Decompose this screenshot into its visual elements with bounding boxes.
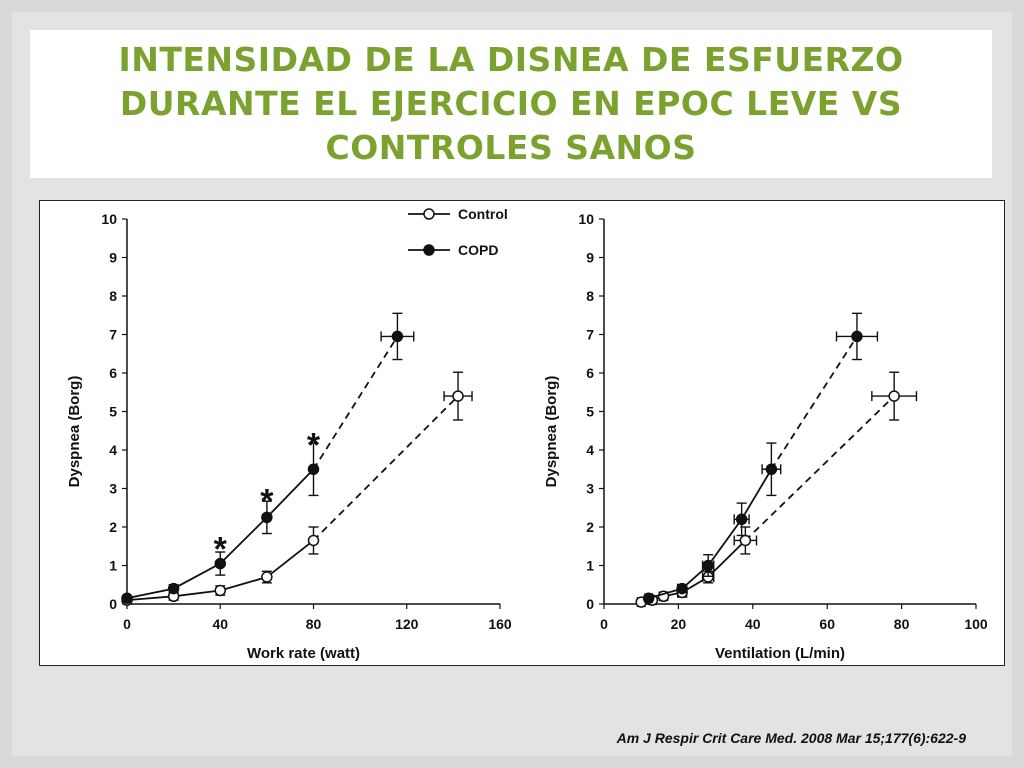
data-point-copd — [702, 559, 714, 572]
series-line-control — [641, 539, 746, 603]
y-tick-label: 0 — [109, 596, 117, 612]
y-tick-label: 0 — [586, 596, 594, 612]
slide-title: INTENSIDAD DE LA DISNEA DE ESFUERZO DURA… — [118, 40, 904, 167]
data-point-control — [307, 534, 320, 547]
y-tick-label: 1 — [586, 558, 594, 574]
x-tick-label: 40 — [212, 616, 228, 632]
legend-label: Control — [458, 206, 508, 222]
y-tick-label: 6 — [586, 365, 594, 381]
x-tick-label: 0 — [123, 616, 131, 632]
data-point-copd — [261, 511, 273, 524]
legend-marker — [423, 244, 435, 256]
series-dashed-control — [744, 395, 895, 542]
data-point-copd — [167, 582, 180, 595]
series-dashed-control — [312, 395, 459, 542]
y-axis-label: Dyspnea (Borg) — [543, 376, 560, 488]
data-point-control — [261, 571, 273, 583]
y-tick-label: 7 — [109, 327, 117, 343]
figure-panel: 0 1 2 3 4 5 6 7 8 9 10 0 40 80 120 160 Work rate (watt) D… — [39, 200, 1005, 666]
citation: Am J Respir Crit Care Med. 2008 Mar 15;1… — [616, 730, 966, 746]
title-box: INTENSIDAD DE LA DISNEA DE ESFUERZO DURA… — [30, 30, 992, 178]
chart-panel-1: 0 1 2 3 4 5 6 7 8 9 10 0 40 80 120 160 Work rate (watt) D… — [66, 206, 512, 662]
data-point-copd — [735, 513, 748, 526]
y-tick-label: 10 — [101, 211, 117, 227]
data-point-copd — [121, 592, 133, 604]
series-dashed-copd — [312, 335, 399, 470]
y-tick-label: 3 — [109, 481, 117, 497]
y-tick-label: 9 — [586, 250, 594, 266]
significance-asterisk: * — [260, 482, 274, 520]
x-tick-label: 20 — [671, 616, 687, 632]
data-point-copd — [851, 330, 863, 343]
series-dashed-copd — [770, 335, 858, 470]
y-tick-label: 8 — [109, 288, 117, 304]
data-point-control — [452, 390, 464, 402]
y-tick-label: 1 — [109, 558, 117, 574]
x-tick-label: 160 — [488, 616, 512, 632]
y-tick-label: 7 — [586, 327, 594, 343]
data-point-copd — [307, 463, 320, 475]
y-tick-label: 6 — [109, 365, 117, 381]
y-tick-label: 8 — [586, 288, 594, 304]
data-point-copd — [676, 582, 688, 595]
data-point-control — [214, 584, 226, 597]
y-tick-label: 4 — [109, 442, 117, 458]
x-tick-label: 80 — [894, 616, 910, 632]
significance-asterisk: * — [214, 530, 228, 568]
legend-marker — [423, 208, 435, 220]
data-point-copd — [765, 463, 778, 475]
x-axis-label: Ventilation (L/min) — [715, 645, 845, 662]
y-tick-label: 5 — [109, 404, 117, 420]
x-tick-label: 120 — [395, 616, 419, 632]
y-tick-label: 10 — [578, 211, 594, 227]
x-axis-label: Work rate (watt) — [247, 645, 360, 662]
data-point-control — [888, 390, 900, 402]
y-tick-label: 5 — [586, 404, 594, 420]
x-tick-label: 80 — [306, 616, 322, 632]
data-point-copd — [391, 330, 404, 343]
y-tick-label: 2 — [586, 519, 594, 535]
data-point-copd — [214, 557, 226, 570]
x-tick-label: 100 — [964, 616, 988, 632]
y-tick-label: 2 — [109, 519, 117, 535]
x-tick-label: 60 — [819, 616, 835, 632]
y-tick-label: 3 — [586, 481, 594, 497]
x-tick-label: 0 — [600, 616, 608, 632]
y-tick-label: 9 — [109, 250, 117, 266]
x-tick-label: 40 — [745, 616, 761, 632]
significance-asterisk: * — [307, 426, 321, 464]
y-axis-label: Dyspnea (Borg) — [66, 376, 83, 488]
y-tick-label: 4 — [586, 442, 594, 458]
legend-label: COPD — [458, 242, 498, 258]
data-point-control — [739, 534, 752, 547]
data-point-copd — [642, 592, 655, 604]
